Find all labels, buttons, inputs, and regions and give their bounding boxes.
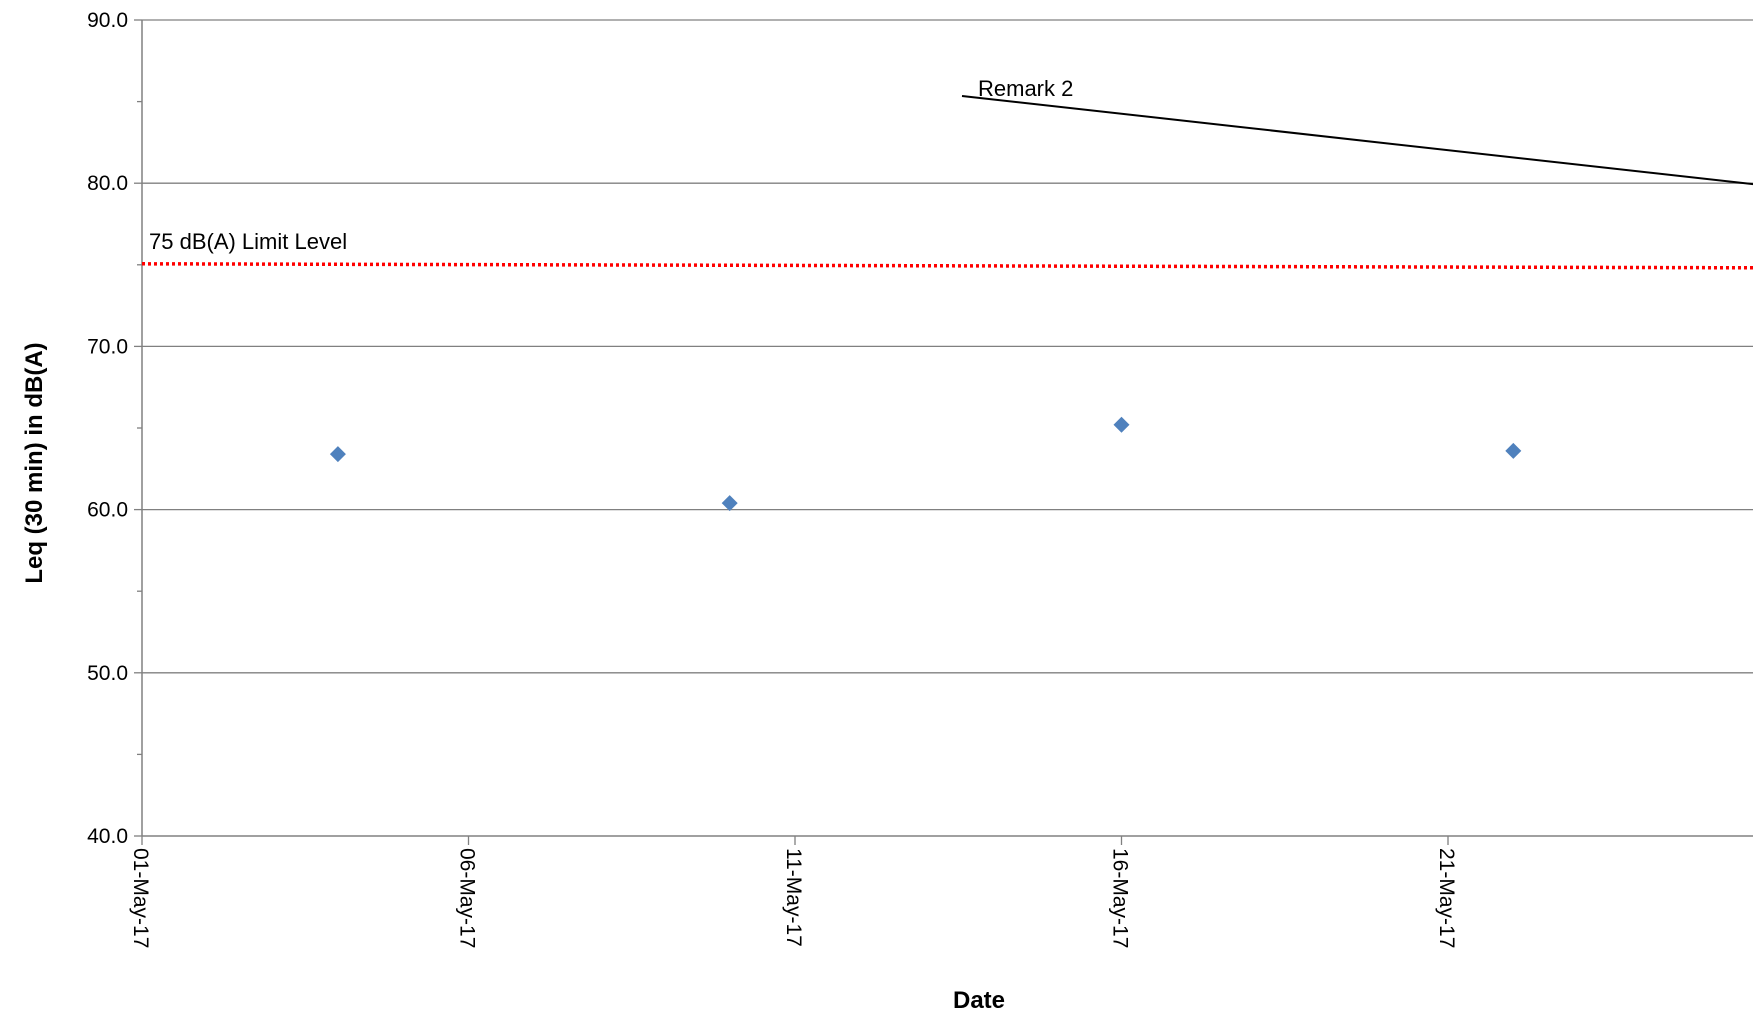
gridlines	[142, 19, 1753, 674]
limit-line	[141, 262, 1753, 270]
remark-arrow	[961, 95, 1753, 186]
y-axis-title: Leq (30 min) in dB(A)	[21, 342, 48, 583]
x-axis-title: Date	[953, 987, 1005, 1014]
x-tick-label: 16-May-17	[1109, 848, 1132, 948]
data-points	[329, 416, 1522, 512]
y-tick-label: 70.0	[87, 335, 128, 358]
y-tick-label: 40.0	[87, 825, 128, 848]
data-point	[721, 495, 738, 512]
x-tick-label: 21-May-17	[1435, 848, 1458, 948]
y-tick-label: 90.0	[87, 9, 128, 32]
data-point	[329, 446, 346, 463]
data-point	[1113, 416, 1130, 433]
limit-line-label: 75 dB(A) Limit Level	[149, 229, 347, 254]
annotations: Remark 2	[961, 76, 1753, 186]
x-tick-label: 01-May-17	[129, 848, 152, 948]
limit-line-group: 75 dB(A) Limit Level	[141, 229, 1753, 270]
y-tick-label: 80.0	[87, 172, 128, 195]
x-tick-label: 06-May-17	[456, 848, 479, 948]
x-tick-label: 11-May-17	[782, 848, 805, 947]
y-tick-label: 60.0	[87, 499, 128, 522]
axis-labels: Leq (30 min) in dB(A) Date	[21, 342, 1005, 1014]
axes: 40.0 50.0 60.0 70.0 80.0 90.0 01-May-17 06-May-…	[87, 9, 1753, 948]
data-point	[1505, 442, 1522, 459]
remark-label: Remark 2	[978, 76, 1073, 101]
y-tick-label: 50.0	[87, 662, 128, 685]
